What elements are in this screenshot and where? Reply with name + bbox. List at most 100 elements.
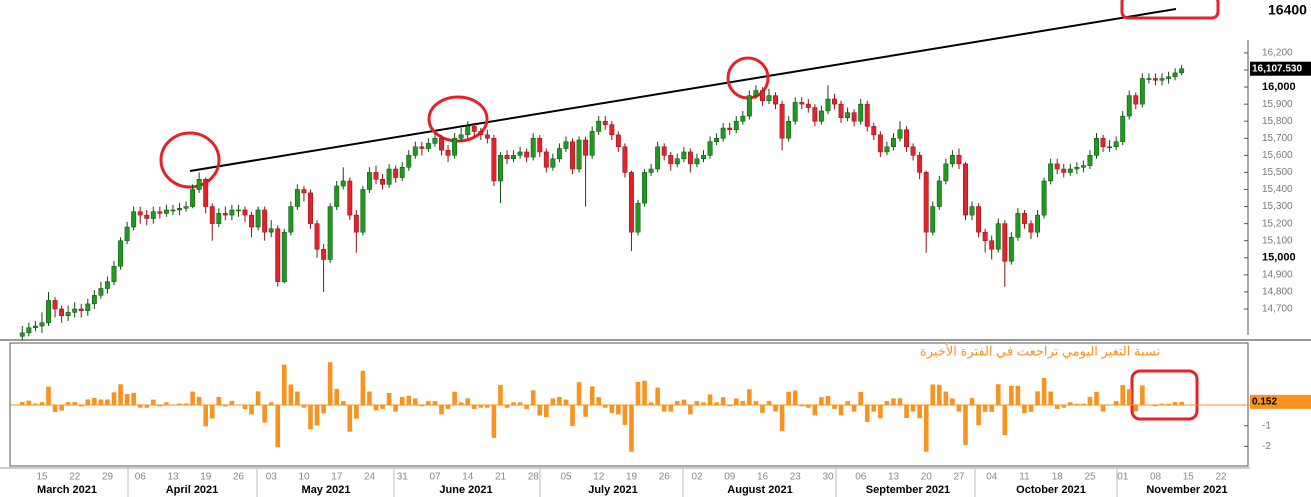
change-bar xyxy=(930,384,936,405)
candle-body xyxy=(989,240,995,250)
candle-body xyxy=(583,139,589,156)
change-bar xyxy=(282,364,287,405)
x-tick-label: 13 xyxy=(167,472,179,483)
change-bar xyxy=(98,399,104,405)
y2-tick-label: -1 xyxy=(1262,420,1271,431)
candle-body xyxy=(1179,68,1185,74)
candle-body xyxy=(943,163,949,182)
annotation: نسبة التغير اليومي تراجعت في الفترة الأخ… xyxy=(920,342,1160,359)
candle-body xyxy=(897,129,903,139)
change-bar xyxy=(786,391,791,405)
candle-body xyxy=(629,172,634,233)
month-label: August 2021 xyxy=(727,484,792,496)
change-bar xyxy=(1074,403,1080,405)
candle-body xyxy=(596,120,602,132)
candle-body xyxy=(1172,72,1178,78)
x-tick-label: 09 xyxy=(724,472,736,483)
month-label: June 2021 xyxy=(439,484,492,496)
candle-body xyxy=(1133,95,1139,105)
candle-body xyxy=(668,155,674,165)
change-bar xyxy=(773,405,778,412)
change-bar xyxy=(1179,401,1184,405)
change-bar xyxy=(72,402,77,405)
change-bar xyxy=(445,405,451,409)
candle-body xyxy=(111,266,117,282)
y-tick-label: 14,700 xyxy=(1262,304,1293,315)
change-bar xyxy=(465,398,470,405)
y-tick-label: 15,700 xyxy=(1262,133,1293,144)
candle-body xyxy=(1028,223,1034,233)
change-bar xyxy=(596,397,601,405)
candle-body xyxy=(818,110,824,122)
change-bar xyxy=(1009,385,1014,405)
x-tick-label: 19 xyxy=(200,472,212,483)
candle-body xyxy=(524,151,530,158)
candle-body xyxy=(720,127,726,139)
y-tick-label: 15,000 xyxy=(1262,252,1296,264)
x-tick-label: 22 xyxy=(1215,472,1227,483)
change-bar xyxy=(1094,391,1099,405)
change-bar xyxy=(995,384,1001,405)
candle-body xyxy=(543,151,549,168)
y-tick-label: 15,800 xyxy=(1262,116,1293,127)
highlight-circle xyxy=(427,95,489,143)
candle-body xyxy=(1166,76,1171,79)
change-bar xyxy=(878,405,883,419)
change-bar xyxy=(563,399,569,405)
change-bar xyxy=(334,388,339,405)
x-tick-label: 01 xyxy=(1117,472,1129,483)
candle-body xyxy=(19,332,25,337)
candle-body xyxy=(1107,146,1113,149)
change-bar xyxy=(399,396,405,405)
candle-body xyxy=(1061,168,1067,173)
change-bar xyxy=(616,405,621,415)
candle-body xyxy=(163,209,169,214)
candle-body xyxy=(59,308,65,317)
change-bar xyxy=(675,401,680,405)
candle-body xyxy=(825,98,831,112)
change-bar xyxy=(511,402,516,405)
candle-body xyxy=(262,209,268,233)
candle-body xyxy=(556,148,562,160)
candle-body xyxy=(157,211,163,214)
candle-body xyxy=(537,138,543,153)
candle-body xyxy=(242,209,248,216)
change-bar xyxy=(413,398,418,405)
candle-body xyxy=(884,146,890,153)
candle-body xyxy=(340,180,346,187)
x-tick-label: 07 xyxy=(429,472,441,483)
x-tick-label: 22 xyxy=(69,472,81,483)
x-tick-label: 29 xyxy=(102,472,114,483)
candle-body xyxy=(917,155,923,173)
change-bar xyxy=(209,405,215,419)
candle-body xyxy=(792,102,798,122)
change-bar xyxy=(183,403,189,405)
change-bar xyxy=(118,384,123,405)
change-bar xyxy=(799,405,805,407)
candle-body xyxy=(1048,163,1054,182)
change-bar xyxy=(360,370,366,405)
candle-body xyxy=(1094,138,1099,156)
change-bar xyxy=(707,394,713,405)
x-tick-label: 21 xyxy=(495,472,507,483)
x-tick-label: 31 xyxy=(397,472,409,483)
candle-body xyxy=(105,281,110,289)
x-tick-label: 10 xyxy=(298,472,310,483)
candle-body xyxy=(1041,180,1047,216)
highlight-box xyxy=(1120,0,1220,20)
candle-body xyxy=(393,168,399,178)
candle-body xyxy=(982,231,988,241)
change-bar xyxy=(858,391,863,405)
candle-body xyxy=(498,155,503,182)
change-bar xyxy=(485,405,490,408)
candle-body xyxy=(268,228,274,233)
highlight-box xyxy=(1130,369,1199,421)
change-bar xyxy=(308,405,313,430)
x-tick-label: 28 xyxy=(528,472,540,483)
x-tick-label: 24 xyxy=(364,472,376,483)
candle-body xyxy=(615,134,621,148)
candle-body xyxy=(563,141,569,149)
candle-body xyxy=(445,149,451,156)
candle-body xyxy=(530,138,536,158)
candle-body xyxy=(32,325,38,329)
